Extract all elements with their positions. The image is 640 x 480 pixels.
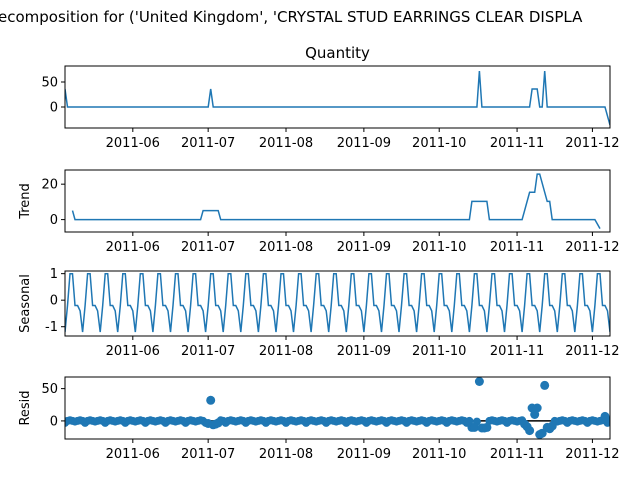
x-tick-label: 2011-10 <box>412 136 466 151</box>
x-tick-label: 2011-11 <box>490 240 544 255</box>
panel-plot-area <box>65 70 610 126</box>
resid-point <box>532 403 542 413</box>
y-tick-label: 0 <box>50 101 58 116</box>
y-tick-label: 1 <box>50 267 58 282</box>
panel-plot-area <box>65 377 610 439</box>
series-line <box>71 173 601 229</box>
series-line <box>65 70 610 126</box>
x-tick-label: 2011-10 <box>412 447 466 462</box>
y-tick-label: 0 <box>50 294 58 309</box>
x-tick-label: 2011-12 <box>565 136 619 151</box>
x-tick-label: 2011-07 <box>181 136 235 151</box>
x-tick-label: 2011-06 <box>106 447 160 462</box>
x-tick-label: 2011-08 <box>259 447 313 462</box>
x-tick-label: 2011-06 <box>106 136 160 151</box>
x-tick-label: 2011-08 <box>259 344 313 359</box>
resid-point <box>547 421 557 431</box>
panel-4: 2011-06 2011-07 2011-08 2011-09 2011-10 2011-… <box>18 376 620 462</box>
axis-frame <box>64 65 611 129</box>
x-tick-label: 2011-10 <box>412 344 466 359</box>
x-tick-label: 2011-11 <box>490 344 544 359</box>
x-tick-label: 2011-08 <box>259 240 313 255</box>
resid-point <box>525 426 535 436</box>
resid-point <box>540 380 550 390</box>
x-tick-label: 2011-07 <box>181 240 235 255</box>
resid-point <box>465 416 474 425</box>
y-tick-label: 50 <box>41 382 58 397</box>
resid-point <box>600 411 610 421</box>
axis-frame <box>64 169 611 233</box>
x-tick-label: 2011-09 <box>337 240 391 255</box>
x-tick-label: 2011-06 <box>106 344 160 359</box>
x-tick-label: 2011-12 <box>565 447 619 462</box>
panel-3: 2011-06 2011-07 2011-08 2011-09 2011-10 2011-… <box>18 267 620 359</box>
x-tick-label: 2011-12 <box>565 240 619 255</box>
panel-ylabel: Resid <box>18 390 33 425</box>
x-tick-label: 2011-12 <box>565 344 619 359</box>
resid-point <box>213 418 223 428</box>
x-tick-label: 2011-11 <box>490 447 544 462</box>
resid-point <box>474 377 484 386</box>
resid-point <box>469 422 479 432</box>
x-tick-label: 2011-10 <box>412 240 466 255</box>
axis-frame <box>64 376 611 440</box>
panel-1: 2011-06 2011-07 2011-08 2011-09 2011-10 2011-… <box>41 44 619 151</box>
panels-group: 2011-06 2011-07 2011-08 2011-09 2011-10 2011-… <box>18 44 620 462</box>
figure-suptitle: ecomposition for ('United Kingdom', 'CRY… <box>0 8 583 26</box>
x-tick-label: 2011-09 <box>337 344 391 359</box>
x-tick-label: 2011-08 <box>259 136 313 151</box>
panel-plot-area <box>71 173 601 229</box>
x-tick-label: 2011-07 <box>181 447 235 462</box>
y-tick-label: -1 <box>45 320 58 335</box>
y-tick-label: 20 <box>41 178 58 193</box>
panel-ylabel: Seasonal <box>18 274 33 333</box>
panel-title: Quantity <box>305 44 370 62</box>
y-tick-label: 50 <box>41 76 58 91</box>
x-tick-label: 2011-09 <box>337 447 391 462</box>
x-tick-label: 2011-07 <box>181 344 235 359</box>
y-tick-label: 0 <box>50 213 58 228</box>
axis-frame <box>64 270 611 337</box>
x-tick-label: 2011-06 <box>106 240 160 255</box>
panel-plot-area <box>65 272 610 333</box>
panel-ylabel: Trend <box>18 183 33 220</box>
resid-point <box>482 422 492 432</box>
seasonal-line <box>65 272 610 333</box>
x-tick-label: 2011-11 <box>490 136 544 151</box>
resid-point <box>206 395 216 405</box>
y-tick-label: 0 <box>50 414 58 429</box>
x-tick-label: 2011-09 <box>337 136 391 151</box>
panel-2: 2011-06 2011-07 2011-08 2011-09 2011-10 2011-… <box>18 169 620 255</box>
